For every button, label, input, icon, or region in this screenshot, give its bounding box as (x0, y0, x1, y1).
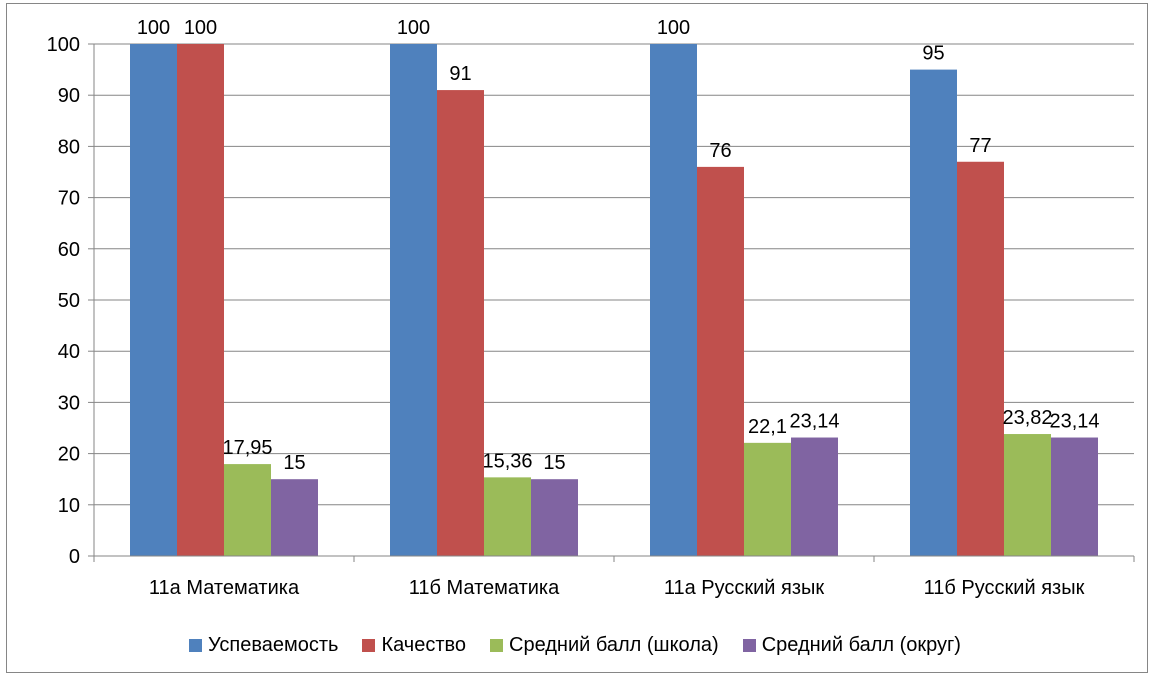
bar (437, 90, 484, 556)
chart-frame: 0 10 20 30 40 50 60 70 80 90 100 100 100 17,95 15 100 9… (6, 3, 1148, 673)
bars (130, 44, 1098, 556)
bar (697, 166, 744, 556)
bar (791, 437, 838, 556)
x-axis: 11а Математика 11б Математика 11а Русский … (93, 555, 1135, 599)
y-tick-label: 80 (58, 136, 80, 158)
y-tick-label: 50 (58, 290, 80, 312)
y-tick-label: 60 (58, 239, 80, 261)
data-label: 100 (137, 17, 170, 39)
legend-label: Успеваемость (208, 633, 339, 656)
data-label: 95 (922, 43, 944, 65)
data-label: 23,82 (1002, 407, 1052, 429)
data-label: 17,95 (222, 437, 272, 459)
bar (744, 442, 791, 556)
y-tick-label: 40 (58, 341, 80, 363)
bar (177, 44, 224, 556)
data-label: 22,1 (748, 416, 787, 438)
y-tick-label: 100 (47, 34, 80, 56)
legend-label: Качество (381, 633, 466, 656)
bar (130, 44, 177, 556)
legend-label: Средний балл (округ) (761, 633, 961, 656)
data-label: 15 (543, 452, 565, 474)
y-tick-label: 90 (58, 85, 80, 107)
legend-item: Успеваемость (189, 634, 338, 657)
bar (910, 69, 957, 556)
data-label: 76 (709, 140, 731, 162)
legend: Успеваемость Качество Средний балл (школа)… (0, 630, 1150, 660)
x-tick-label: 11а Русский язык (664, 577, 825, 599)
bar (271, 479, 318, 556)
data-label: 15,36 (482, 450, 532, 472)
legend-swatch (189, 638, 203, 652)
bar (650, 44, 697, 556)
data-label: 77 (969, 135, 991, 157)
bar (1051, 437, 1098, 556)
legend-item: Качество (362, 634, 466, 657)
y-tick-label: 30 (58, 392, 80, 414)
data-label: 100 (657, 17, 690, 39)
data-label: 100 (397, 17, 430, 39)
y-tick-label: 0 (69, 546, 80, 568)
bar (531, 479, 578, 556)
bar (1004, 434, 1051, 556)
data-label: 100 (184, 17, 217, 39)
y-axis: 0 10 20 30 40 50 60 70 80 90 100 (47, 34, 95, 568)
y-tick-label: 10 (58, 495, 80, 517)
legend-swatch (490, 638, 503, 652)
legend-swatch (742, 638, 756, 652)
bar (390, 44, 437, 556)
data-label: 23,14 (1049, 411, 1099, 433)
bar (484, 477, 531, 556)
bar-chart: 0 10 20 30 40 50 60 70 80 90 100 100 100 17,95 15 100 9… (47, 17, 1135, 599)
legend-label: Средний балл (школа) (509, 633, 719, 656)
legend-swatch (362, 638, 376, 652)
x-tick-label: 11б Математика (409, 577, 560, 599)
x-tick-label: 11а Математика (149, 577, 300, 599)
x-tick-label: 11б Русский язык (924, 577, 1085, 599)
data-label: 15 (283, 452, 305, 474)
data-label: 91 (449, 63, 471, 85)
data-label: 23,14 (789, 411, 839, 433)
y-tick-label: 70 (58, 188, 80, 210)
bar (957, 161, 1004, 556)
legend-item: Средний балл (округ) (742, 633, 961, 657)
y-tick-label: 20 (58, 444, 80, 466)
legend-item: Средний балл (школа) (490, 634, 719, 657)
bar (224, 464, 271, 556)
